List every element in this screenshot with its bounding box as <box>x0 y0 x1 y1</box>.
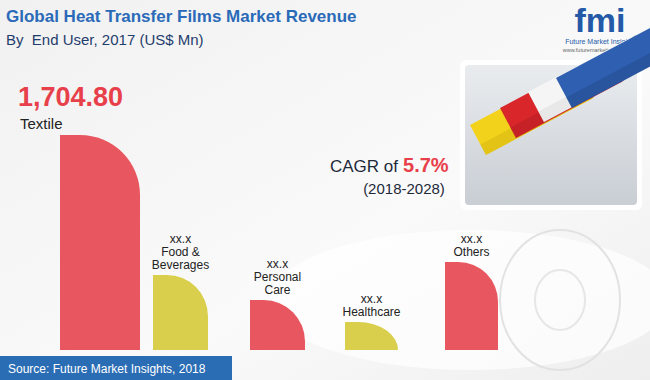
bar <box>445 262 498 350</box>
decoration <box>535 270 585 330</box>
title: Global Heat Transfer Films Market Revenu… <box>6 7 357 26</box>
subtitle: By End User, 2017 (US$ Mn) <box>6 31 204 48</box>
bar <box>60 135 140 350</box>
category-label: Textile <box>20 115 63 132</box>
roll-shade <box>566 41 650 108</box>
logo: fmi <box>575 1 626 39</box>
data-label: xx.x <box>267 257 288 271</box>
chart-container: Global Heat Transfer Films Market Revenu… <box>0 0 650 380</box>
bars <box>60 135 498 350</box>
cagr-annotation: CAGR of 5.7% <box>330 154 449 176</box>
bar <box>153 275 208 350</box>
roll-body <box>556 22 650 108</box>
category-line: Healthcare <box>342 305 400 319</box>
category-line: Personal <box>254 270 301 284</box>
product-image <box>460 18 650 210</box>
bar <box>250 300 305 350</box>
category-line: Beverages <box>152 258 209 272</box>
cagr-text: CAGR of <box>330 157 398 176</box>
cagr-value: 5.7% <box>403 154 449 176</box>
category-label: PersonalCare <box>254 270 301 297</box>
category-label: Food &Beverages <box>152 245 209 272</box>
labels: 1,704.80TextileFood &Beveragesxx.xPerson… <box>18 82 490 319</box>
roll <box>556 18 650 108</box>
decoration <box>500 230 620 370</box>
bar <box>345 322 398 350</box>
source: Source: Future Market Insights, 2018 <box>8 362 206 376</box>
cagr-period: (2018-2028) <box>363 180 445 197</box>
category-label: Healthcare <box>342 305 400 319</box>
category-line: Food & <box>161 245 200 259</box>
category-line: Care <box>264 283 290 297</box>
source-bg <box>0 356 232 380</box>
data-label: xx.x <box>461 232 482 246</box>
category-line: Others <box>453 245 489 259</box>
data-label: xx.x <box>170 232 191 246</box>
data-label: 1,704.80 <box>18 82 123 112</box>
chart-svg: Global Heat Transfer Films Market Revenu… <box>0 0 650 380</box>
data-label: xx.x <box>361 292 382 306</box>
category-label: Others <box>453 245 489 259</box>
decoration <box>270 230 650 370</box>
